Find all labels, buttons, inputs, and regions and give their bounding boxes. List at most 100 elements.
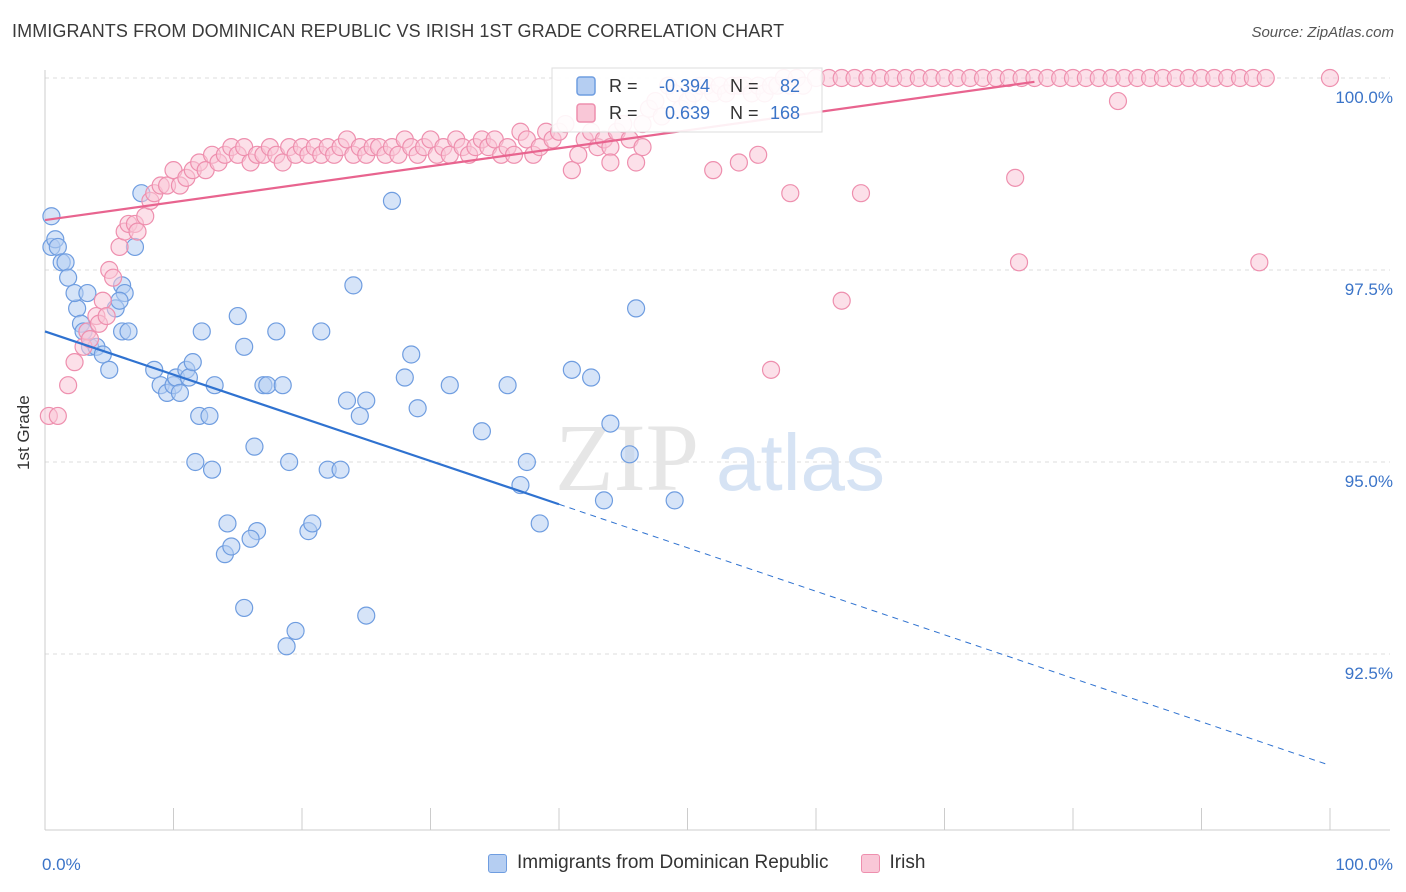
irish-point [104, 268, 123, 287]
irish-point [136, 207, 155, 226]
irish-point [1108, 91, 1128, 111]
dominican-point [472, 422, 491, 441]
data-points [39, 68, 1340, 656]
dominican-point [530, 514, 549, 533]
stats-n-label: N = [730, 103, 759, 123]
dominican-point [277, 637, 296, 656]
irish-point [1006, 168, 1025, 187]
dominican-point [395, 368, 414, 387]
dominican-point [626, 299, 646, 318]
dominican-point [68, 299, 87, 318]
dominican-point [78, 283, 97, 303]
irish-point [59, 376, 78, 395]
dominican-point [222, 537, 241, 556]
legend-item-irish: Irish [860, 852, 926, 874]
dominican-point [235, 337, 254, 356]
irish-point [48, 406, 67, 426]
dominican-point [582, 368, 601, 387]
y-tick-label: 95.0% [1345, 472, 1393, 491]
legend-item-dominican: Immigrants from Dominican Republic [488, 852, 829, 874]
dominican-point [200, 406, 219, 426]
chart-title: IMMIGRANTS FROM DOMINICAN REPUBLIC VS IR… [12, 21, 785, 41]
stats-r-label: R = [609, 103, 638, 123]
tick-labels: 92.5% 95.0% 97.5% 100.0% 0.0% 100.0% [42, 88, 1393, 874]
dominican-point [280, 452, 299, 472]
irish-point [128, 222, 147, 241]
irish-point [704, 161, 723, 180]
dominican-point [357, 391, 376, 410]
dominican-point [498, 376, 517, 395]
dominican-point [119, 322, 138, 341]
legend-label-dominican: Immigrants from Dominican Republic [517, 852, 829, 873]
dominican-point [440, 376, 459, 395]
bottom-legend: Immigrants from Dominican Republic Irish [488, 852, 957, 874]
legend-swatch-dominican [488, 853, 507, 873]
dominican-point [402, 345, 421, 364]
dominican-point [56, 253, 75, 272]
dominican-point [186, 452, 205, 472]
stats-r-label: R = [609, 76, 638, 96]
y-axis-label: 1st Grade [14, 395, 33, 470]
y-tick-label: 100.0% [1335, 88, 1393, 107]
dominican-point [245, 437, 264, 456]
source-label: Source: ZipAtlas.com [1251, 24, 1394, 41]
dominican-point [228, 306, 247, 326]
irish-point [781, 184, 800, 203]
grid [45, 77, 1390, 655]
y-tick-label: 92.5% [1345, 664, 1393, 683]
x-tick-label: 100.0% [1335, 855, 1393, 874]
dominican-point [408, 399, 427, 418]
irish-point [569, 145, 588, 164]
axes [44, 70, 1390, 831]
irish-point [761, 360, 781, 379]
dominican-point [125, 237, 145, 257]
irish-point [97, 306, 116, 326]
dominican-point [601, 414, 620, 433]
irish-point [1009, 253, 1029, 272]
trend-lines [44, 80, 1331, 766]
watermark-atlas: atlas [716, 418, 885, 507]
dominican-trend-line [44, 330, 560, 506]
dominican-point [562, 360, 581, 379]
dominican-point [337, 391, 357, 410]
dominican-point [241, 529, 260, 548]
irish-point [1256, 68, 1275, 88]
dominican-point [218, 514, 237, 533]
dominican-point [665, 491, 684, 510]
dominican-point [312, 322, 331, 341]
irish-point [832, 291, 851, 310]
stats-swatch [576, 103, 596, 123]
irish-point [1250, 253, 1269, 272]
dominican-point [202, 460, 222, 479]
dominican-point [235, 598, 254, 618]
dominican-point [258, 376, 277, 395]
dominican-point [273, 376, 292, 395]
irish-trend-line [44, 80, 1035, 222]
dominican-point [42, 207, 61, 226]
dominican-point [100, 360, 119, 379]
stats-n-label: N = [730, 76, 759, 96]
stats-r-value: -0.394 [659, 76, 710, 96]
irish-point [1320, 68, 1340, 88]
dominican-point [344, 276, 363, 295]
irish-point [110, 237, 129, 257]
legend-label-irish: Irish [889, 852, 926, 873]
irish-point [729, 153, 749, 172]
irish-point [633, 138, 652, 157]
stats-n-value: 82 [780, 76, 800, 96]
dominican-point [286, 621, 305, 641]
dominican-trend-extension [558, 503, 1331, 766]
dominican-point [110, 291, 129, 310]
irish-point [601, 153, 620, 172]
y-tick-label: 97.5% [1345, 280, 1393, 299]
dominican-point [183, 353, 202, 372]
irish-point [93, 291, 112, 310]
stats-legend-box [551, 67, 823, 133]
dominican-point [170, 383, 190, 402]
stats-swatch [576, 76, 596, 96]
irish-point [65, 353, 84, 372]
dominican-point [620, 445, 639, 464]
irish-point [562, 161, 581, 180]
dominican-point [331, 460, 350, 479]
dominican-point [303, 514, 322, 533]
